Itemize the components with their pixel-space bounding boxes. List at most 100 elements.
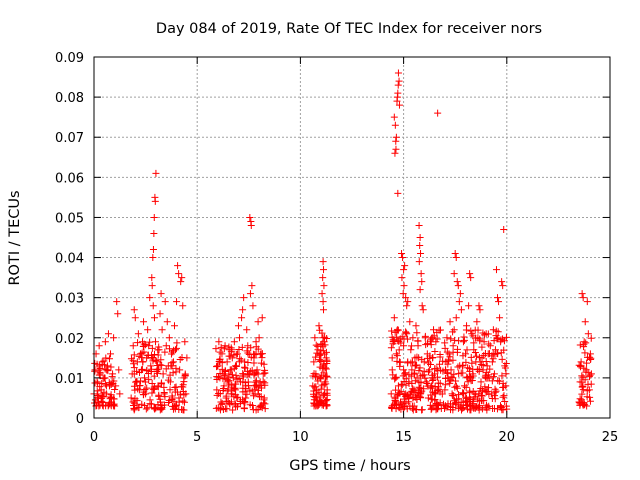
data-point [311, 334, 319, 342]
data-point [225, 352, 233, 360]
data-point [146, 400, 154, 408]
data-point [166, 378, 174, 386]
data-point [213, 375, 221, 383]
data-point [176, 355, 184, 363]
data-point [103, 366, 111, 374]
data-point [155, 392, 163, 400]
data-point [465, 365, 473, 373]
data-point [235, 374, 243, 382]
data-point [255, 334, 263, 342]
data-point [317, 385, 325, 393]
data-point [427, 361, 435, 369]
data-point [96, 383, 104, 391]
data-point [253, 366, 261, 374]
data-point [320, 369, 328, 377]
data-point [150, 372, 158, 380]
data-point [413, 374, 421, 382]
data-point [423, 340, 431, 348]
data-point [110, 402, 118, 410]
data-point [392, 137, 400, 145]
data-point [164, 362, 172, 370]
data-point [229, 374, 237, 382]
data-point [175, 398, 183, 406]
data-point [586, 371, 594, 379]
data-point [313, 349, 321, 357]
data-point [106, 393, 114, 401]
data-point [241, 388, 249, 396]
data-point [179, 383, 187, 391]
data-point [315, 322, 323, 330]
data-point [320, 338, 328, 346]
data-point [433, 335, 441, 343]
data-point [149, 355, 157, 363]
data-point [224, 378, 232, 386]
data-point [318, 398, 326, 406]
data-point [225, 346, 233, 354]
data-point [256, 378, 264, 386]
data-point [313, 397, 321, 405]
data-point [447, 400, 455, 408]
data-point [587, 334, 595, 342]
data-point [141, 374, 149, 382]
data-point [220, 345, 228, 353]
data-point [436, 326, 444, 334]
data-point [583, 393, 591, 401]
data-point [240, 405, 248, 413]
data-point [212, 345, 220, 353]
data-point [169, 358, 177, 366]
data-point [226, 366, 234, 374]
data-point [411, 362, 419, 370]
data-point [473, 403, 481, 411]
data-point [479, 366, 487, 374]
data-point [446, 318, 454, 326]
data-point [175, 270, 183, 278]
data-point [215, 389, 223, 397]
data-point [152, 169, 160, 177]
data-point [399, 254, 407, 262]
data-point [180, 374, 188, 382]
data-point [127, 394, 135, 402]
y-axis-label: ROTI / TECUs [7, 190, 23, 285]
data-point [446, 379, 454, 387]
data-point [103, 362, 111, 370]
data-point [456, 290, 464, 298]
data-point [478, 354, 486, 362]
data-point [323, 386, 331, 394]
data-point [143, 367, 151, 375]
data-point [152, 338, 160, 346]
data-point [148, 282, 156, 290]
data-point [174, 262, 182, 270]
data-point [400, 342, 408, 350]
data-point [469, 370, 477, 378]
data-point [319, 258, 327, 266]
data-point [396, 358, 404, 366]
data-point [497, 338, 505, 346]
data-point [583, 359, 591, 367]
data-point [156, 361, 164, 369]
data-point [580, 400, 588, 408]
data-point [397, 405, 405, 413]
data-point [154, 382, 162, 390]
data-point [168, 394, 176, 402]
data-point [317, 350, 325, 358]
data-point [578, 290, 586, 298]
data-point [144, 404, 152, 412]
data-point [105, 355, 113, 363]
data-point [130, 306, 138, 314]
data-point [467, 377, 475, 385]
data-point [318, 381, 326, 389]
data-point [145, 376, 153, 384]
data-point [392, 350, 400, 358]
data-point [459, 338, 467, 346]
data-point [448, 390, 456, 398]
data-point [426, 401, 434, 409]
data-point [115, 366, 123, 374]
data-point [261, 366, 269, 374]
data-point [408, 342, 416, 350]
data-point [476, 306, 484, 314]
data-point [459, 361, 467, 369]
data-point [500, 392, 508, 400]
data-point [438, 390, 446, 398]
data-point [150, 213, 158, 221]
data-point [247, 221, 255, 229]
